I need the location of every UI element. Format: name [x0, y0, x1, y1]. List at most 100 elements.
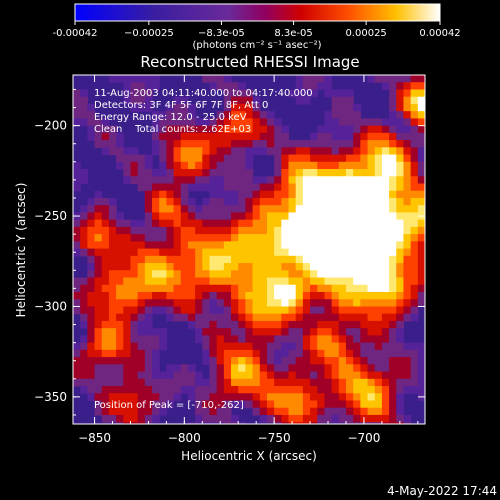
heatmap-cell [166, 190, 175, 199]
heatmap-cell [144, 407, 153, 416]
heatmap-cell [137, 89, 146, 98]
heatmap-cell [381, 219, 390, 228]
heatmap-cell [288, 328, 297, 336]
heatmap-cell [73, 111, 81, 119]
heatmap-cell [231, 241, 239, 250]
heatmap-cell [231, 190, 239, 199]
heatmap-cell [238, 291, 247, 300]
heatmap-cell [381, 386, 390, 394]
heatmap-cell [231, 125, 239, 134]
heatmap-cell [202, 234, 211, 242]
heatmap-cell [159, 161, 167, 170]
heatmap-cell [310, 378, 318, 387]
heatmap-cell [195, 378, 203, 387]
heatmap-cell [403, 111, 412, 119]
heatmap-cell [310, 364, 318, 373]
heatmap-cell [216, 132, 225, 141]
heatmap-cell [331, 277, 340, 286]
heatmap-cell [101, 205, 110, 214]
heatmap-cell [302, 263, 311, 271]
heatmap-cell [216, 118, 225, 127]
heatmap-cell [94, 299, 103, 308]
heatmap-cell [116, 371, 124, 380]
heatmap-cell [108, 400, 117, 409]
heatmap-cell [87, 241, 96, 250]
heatmap-cell [367, 183, 376, 192]
heatmap-cell [417, 342, 425, 351]
heatmap-cell [360, 212, 369, 221]
heatmap-cell [410, 270, 419, 279]
heatmap-cell [252, 183, 261, 192]
heatmap-cell [223, 82, 232, 91]
heatmap-cell [295, 234, 304, 242]
heatmap-cell [353, 132, 361, 141]
heatmap-cell [259, 190, 268, 199]
heatmap-cell [324, 400, 333, 409]
heatmap-cell [281, 147, 290, 156]
heatmap-cell [216, 82, 225, 91]
heatmap-cell [295, 190, 304, 199]
heatmap-cell [360, 342, 369, 351]
heatmap-cell [152, 393, 160, 402]
heatmap-cell [209, 161, 218, 170]
heatmap-cell [374, 328, 383, 336]
heatmap-cell [123, 393, 132, 402]
heatmap-cell [209, 219, 218, 228]
heatmap-cell [266, 226, 275, 235]
heatmap-cell [338, 132, 347, 141]
heatmap-cell [180, 248, 189, 257]
heatmap-cell [374, 161, 383, 170]
heatmap-cell [310, 335, 318, 344]
heatmap-cell [73, 248, 81, 257]
heatmap-cell [259, 226, 268, 235]
heatmap-cell [80, 226, 88, 235]
heatmap-cell [259, 176, 268, 185]
heatmap-cell [345, 313, 354, 322]
heatmap-cell [281, 393, 290, 402]
heatmap-cell [367, 263, 376, 271]
heatmap-cell [223, 386, 232, 394]
heatmap-cell [252, 147, 261, 156]
heatmap-cell [317, 140, 326, 148]
heatmap-cell [252, 313, 261, 322]
heatmap-cell [374, 414, 383, 423]
heatmap-cell [180, 291, 189, 300]
heatmap-cell [374, 154, 383, 163]
heatmap-cell [216, 248, 225, 257]
heatmap-cell [245, 103, 254, 112]
heatmap-cell [87, 320, 96, 329]
heatmap-cell [281, 255, 290, 264]
heatmap-cell [374, 400, 383, 409]
heatmap-cell [209, 183, 218, 192]
heatmap-cell [166, 176, 175, 185]
heatmap-cell [108, 263, 117, 271]
chart-title: Reconstructed RHESSI Image [140, 53, 359, 71]
heatmap-cell [266, 386, 275, 394]
heatmap-cell [367, 342, 376, 351]
heatmap-cell [345, 255, 354, 264]
heatmap-cell [381, 226, 390, 235]
heatmap-cell [281, 132, 290, 141]
annotation-time: 11-Aug-2003 04:11:40.000 to 04:17:40.000 [94, 88, 313, 99]
heatmap-cell [288, 147, 297, 156]
heatmap-cell [223, 357, 232, 365]
heatmap-cell [101, 378, 110, 387]
heatmap-cell [223, 89, 232, 98]
heatmap-cell [266, 284, 275, 293]
heatmap-cell [410, 176, 419, 185]
heatmap-cell [381, 349, 390, 358]
heatmap-cell [252, 226, 261, 235]
heatmap-cell [202, 140, 211, 148]
heatmap-cell [187, 183, 196, 192]
heatmap-cell [245, 212, 254, 221]
heatmap-cell [302, 342, 311, 351]
heatmap-cell [173, 111, 182, 119]
heatmap-cell [223, 414, 232, 423]
heatmap-cell [231, 400, 239, 409]
heatmap-cell [389, 270, 397, 279]
heatmap-cell [216, 386, 225, 394]
heatmap-cell [137, 349, 146, 358]
heatmap-cell [310, 140, 318, 148]
heatmap-cell [209, 328, 218, 336]
heatmap-cell [166, 386, 175, 394]
